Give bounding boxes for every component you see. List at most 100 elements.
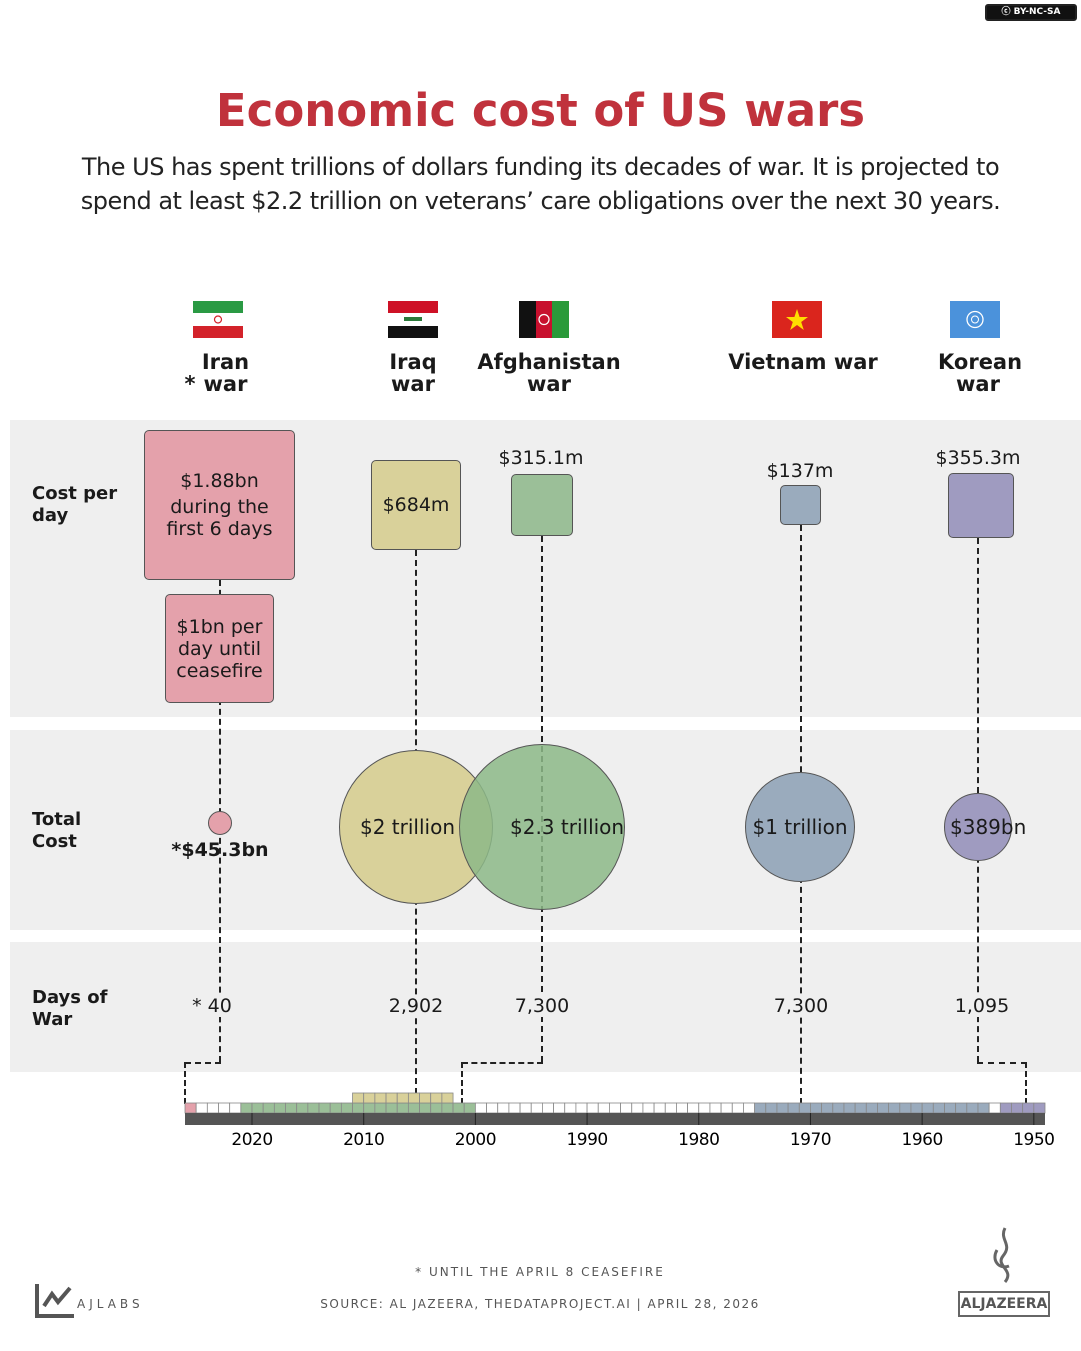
timeline-year-cell bbox=[765, 1102, 778, 1114]
cost-box-afghanistan bbox=[511, 474, 573, 536]
timeline-axis-bar bbox=[185, 1113, 1045, 1125]
cost-box-iraq: $684m bbox=[371, 460, 461, 550]
timeline-iraq-cell bbox=[363, 1092, 376, 1104]
asterisk: * bbox=[184, 372, 196, 396]
timeline-year-cell bbox=[352, 1102, 365, 1114]
timeline-tick-label: 2020 bbox=[231, 1130, 272, 1150]
row-label-days-of-war: Days of War bbox=[32, 987, 108, 1030]
timeline-year-cell bbox=[318, 1102, 331, 1114]
timeline-year-cell bbox=[508, 1102, 521, 1114]
timeline-iraq-cell bbox=[396, 1092, 409, 1104]
timeline-year-cell bbox=[285, 1102, 298, 1114]
connector-afghanistan-h bbox=[462, 1062, 543, 1064]
total-label-korean: $389bn bbox=[950, 815, 1027, 839]
timeline-year-cell bbox=[497, 1102, 510, 1114]
timeline-year-cell bbox=[553, 1102, 566, 1114]
timeline-year-cell bbox=[631, 1102, 644, 1114]
afghanistan-flag-icon bbox=[519, 301, 569, 338]
ajlabs-label: AJLABS bbox=[77, 1297, 144, 1311]
total-circle-vietnam: $1 trillion bbox=[745, 772, 855, 882]
timeline-year-cell bbox=[999, 1102, 1012, 1114]
chart-subtitle: The US has spent trillions of dollars fu… bbox=[80, 153, 1001, 215]
timeline-year-cell bbox=[195, 1102, 208, 1114]
timeline-year-cell bbox=[530, 1102, 543, 1114]
timeline-year-cell bbox=[776, 1102, 789, 1114]
license-text: BY-NC-SA bbox=[1013, 7, 1061, 17]
timeline-year-cell bbox=[374, 1102, 387, 1114]
timeline-year-cell bbox=[564, 1102, 577, 1114]
cost-box-vietnam bbox=[780, 485, 821, 525]
cost-label-vietnam: $137m bbox=[766, 460, 834, 482]
timeline-year-cell bbox=[218, 1102, 231, 1114]
timeline-year-cell bbox=[821, 1102, 834, 1114]
timeline-tick-label: 2000 bbox=[455, 1130, 496, 1150]
timeline-year-cell bbox=[620, 1102, 633, 1114]
ajlabs-logo-icon bbox=[35, 1284, 74, 1318]
days-afghanistan: 7,300 bbox=[511, 995, 573, 1017]
timeline-iraq-cell bbox=[385, 1092, 398, 1104]
timeline-iraq-cell bbox=[430, 1092, 443, 1104]
total-label-vietnam: $1 trillion bbox=[752, 815, 848, 839]
war-name-vietnam: Vietnam war bbox=[728, 350, 878, 374]
total-label-iraq: $2 trillion bbox=[360, 815, 456, 839]
timeline-year-cell bbox=[731, 1102, 744, 1114]
war-name-text: Iran war bbox=[201, 350, 250, 396]
timeline-year-cell bbox=[687, 1102, 700, 1114]
timeline-year-cell bbox=[743, 1102, 756, 1114]
timeline-year-cell bbox=[419, 1102, 432, 1114]
connector-iran-down bbox=[184, 1062, 186, 1104]
timeline-year-cell bbox=[1022, 1102, 1035, 1114]
timeline-tick-label: 1980 bbox=[678, 1130, 719, 1150]
cost-note: during the first 6 days bbox=[166, 496, 273, 540]
total-label-afghanistan: $2.3 trillion bbox=[510, 815, 625, 839]
timeline-year-cell bbox=[676, 1102, 688, 1114]
timeline-year-cell bbox=[877, 1102, 890, 1114]
iran-flag-icon bbox=[193, 301, 243, 338]
days-iraq: 2,902 bbox=[386, 995, 446, 1017]
timeline-tick-label: 1990 bbox=[566, 1130, 607, 1150]
timeline-iraq-cell bbox=[374, 1092, 387, 1104]
timeline-iraq-cell bbox=[419, 1092, 432, 1104]
timeline-year-cell bbox=[698, 1102, 711, 1114]
row-label-total-cost: Total Cost bbox=[32, 809, 82, 852]
timeline-year-cell bbox=[944, 1102, 957, 1114]
timeline-year-cell bbox=[240, 1102, 253, 1114]
cost-box-korean bbox=[948, 473, 1014, 538]
timeline-year-cell bbox=[720, 1102, 733, 1114]
timeline-year-cell bbox=[586, 1102, 599, 1114]
total-circle-afghanistan bbox=[459, 744, 625, 910]
total-circle-korean bbox=[944, 793, 1012, 861]
timeline-year-cell bbox=[754, 1102, 767, 1114]
timeline-year-cell bbox=[977, 1102, 990, 1114]
connector-afghanistan-down bbox=[461, 1062, 463, 1104]
timeline-year-cell bbox=[184, 1102, 197, 1114]
days-korean: 1,095 bbox=[952, 995, 1012, 1017]
timeline-year-cell bbox=[329, 1102, 342, 1114]
timeline-year-cell bbox=[575, 1102, 588, 1114]
timeline-year-cell bbox=[653, 1102, 666, 1114]
timeline-year-cell bbox=[296, 1102, 309, 1114]
timeline-year-cell bbox=[273, 1102, 286, 1114]
timeline-year-cell bbox=[262, 1102, 275, 1114]
timeline-year-cell bbox=[642, 1102, 655, 1114]
timeline-tick-label: 1950 bbox=[1013, 1130, 1054, 1150]
timeline-year-cell bbox=[843, 1102, 856, 1114]
timeline-year-cell bbox=[865, 1102, 878, 1114]
cost-box-iran: $1.88bn during the first 6 days bbox=[144, 430, 295, 580]
war-name-iraq: Iraq war bbox=[389, 350, 437, 396]
timeline-year-cell bbox=[1033, 1102, 1046, 1114]
timeline-year-cell bbox=[609, 1102, 621, 1114]
timeline-chart: 2020 2010 2000 1990 1980 1970 1960 1950 bbox=[184, 1092, 1055, 1150]
timeline-year-cell bbox=[441, 1102, 454, 1114]
timeline-year-cell bbox=[798, 1102, 811, 1114]
war-name-iran: *Iran war bbox=[140, 351, 300, 395]
timeline-year-cell bbox=[787, 1102, 800, 1114]
timeline-year-cell bbox=[988, 1102, 1001, 1114]
total-label-iran: *$45.3bn bbox=[171, 839, 269, 861]
connector-iran-h bbox=[185, 1062, 221, 1064]
cost-label-afghanistan: $315.1m bbox=[498, 447, 584, 469]
row-label-cost-per-day: Cost per day bbox=[32, 483, 118, 526]
timeline-tick-label: 1970 bbox=[790, 1130, 831, 1150]
timeline-year-cell bbox=[664, 1102, 677, 1114]
timeline-year-cell bbox=[396, 1102, 409, 1114]
